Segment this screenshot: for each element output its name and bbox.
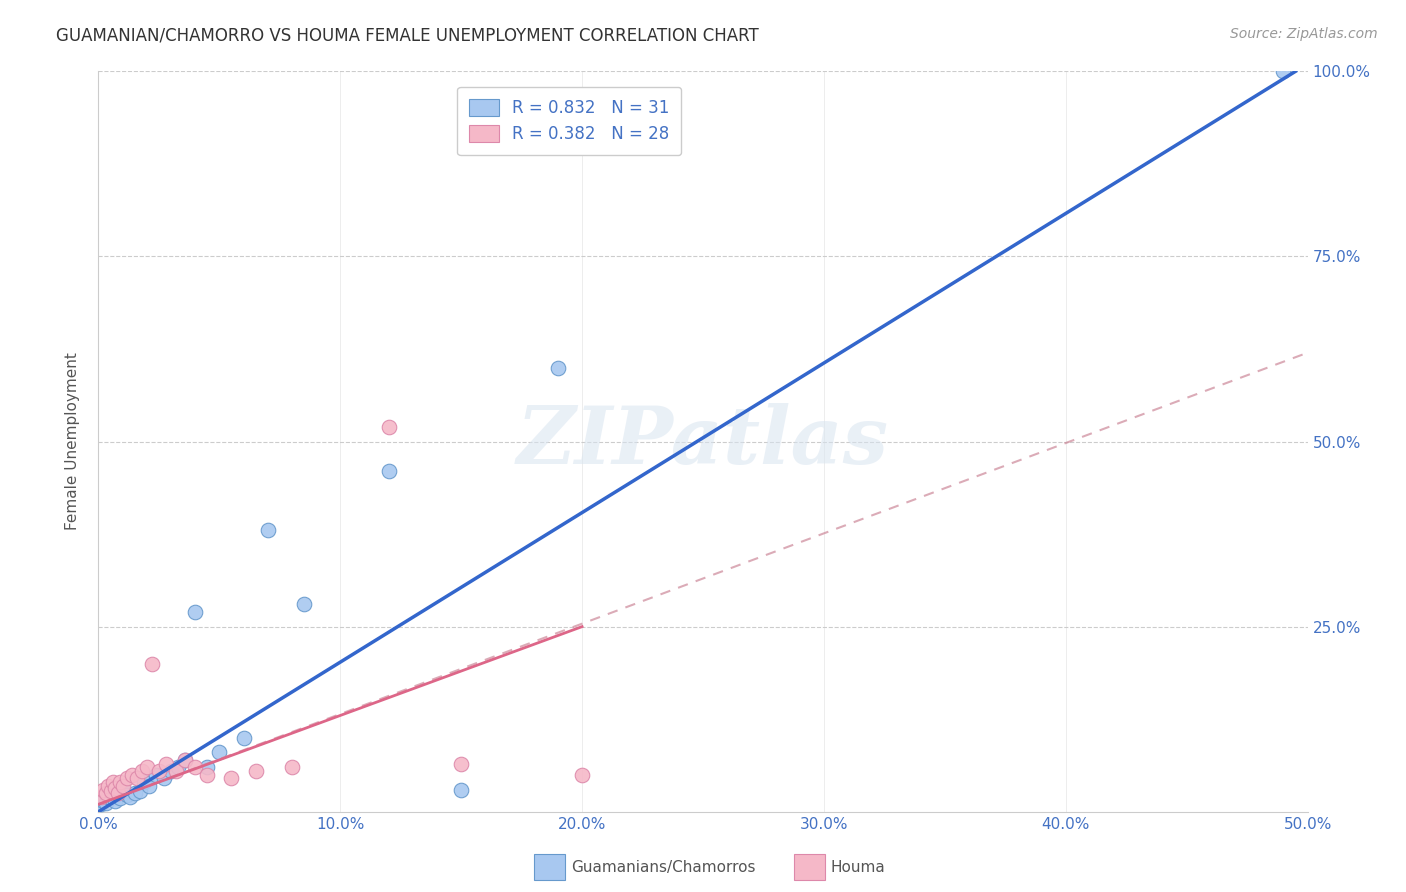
Point [167, 760, 190, 774]
Point [184, 760, 207, 774]
Point [104, 780, 127, 795]
Point [152, 772, 174, 786]
Point [94, 796, 117, 810]
Text: Source: ZipAtlas.com: Source: ZipAtlas.com [1230, 27, 1378, 41]
Point [101, 775, 124, 789]
Point [155, 756, 177, 771]
Point [108, 791, 131, 805]
Point [221, 772, 243, 786]
Point [281, 760, 304, 774]
Point [107, 786, 129, 800]
Point [450, 782, 472, 797]
Point [127, 772, 149, 786]
Point [97, 789, 120, 804]
Point [571, 767, 593, 781]
Point [195, 760, 218, 774]
Point [94, 786, 117, 800]
Text: Houma: Houma [831, 861, 886, 875]
Point [208, 746, 231, 760]
Point [165, 764, 187, 778]
Point [118, 789, 141, 804]
Point [90, 797, 112, 812]
Point [131, 764, 153, 778]
Point [100, 784, 122, 798]
Point [138, 779, 160, 793]
Point [547, 360, 569, 375]
Point [100, 791, 122, 805]
Point [245, 764, 267, 778]
Point [232, 731, 254, 745]
Point [90, 789, 112, 804]
Text: GUAMANIAN/CHAMORRO VS HOUMA FEMALE UNEMPLOYMENT CORRELATION CHART: GUAMANIAN/CHAMORRO VS HOUMA FEMALE UNEMP… [56, 27, 759, 45]
Point [450, 756, 472, 771]
Point [104, 794, 127, 808]
Point [292, 598, 315, 612]
Point [377, 464, 399, 478]
Point [174, 753, 197, 767]
Point [107, 786, 129, 800]
Point [1272, 64, 1295, 78]
Point [117, 772, 139, 786]
Point [377, 419, 399, 434]
Point [91, 782, 114, 797]
Point [184, 605, 207, 619]
Point [91, 794, 114, 808]
Point [145, 767, 167, 781]
Y-axis label: Female Unemployment: Female Unemployment [65, 352, 80, 531]
Point [160, 764, 183, 778]
Point [195, 767, 218, 781]
Text: ZIPatlas: ZIPatlas [517, 403, 889, 480]
Point [135, 760, 157, 774]
Point [128, 784, 150, 798]
Point [134, 775, 156, 789]
Point [117, 789, 139, 803]
Point [124, 786, 146, 800]
Point [97, 779, 120, 793]
Point [174, 753, 197, 767]
Point [148, 764, 170, 778]
Point [141, 657, 163, 671]
Text: Guamanians/Chamorros: Guamanians/Chamorros [571, 861, 755, 875]
Point [111, 779, 134, 793]
Point [256, 524, 278, 538]
Point [121, 767, 143, 781]
Point [101, 789, 124, 803]
Point [111, 782, 134, 797]
Legend: R = 0.832   N = 31, R = 0.382   N = 28: R = 0.832 N = 31, R = 0.382 N = 28 [457, 87, 682, 155]
Point [108, 775, 131, 789]
